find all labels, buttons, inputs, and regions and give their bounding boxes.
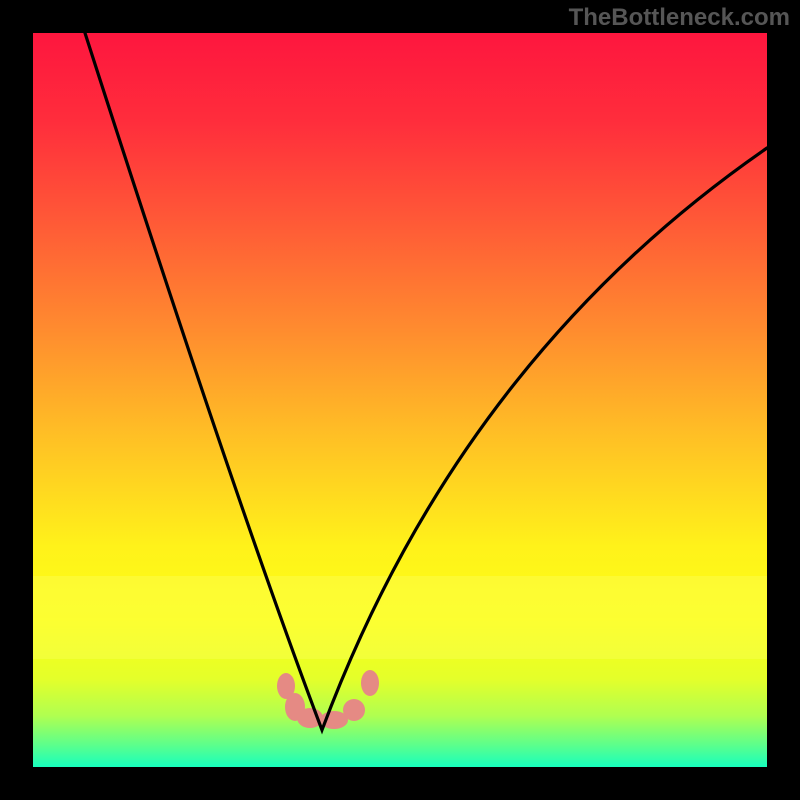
marker-point bbox=[361, 670, 379, 696]
bottleneck-chart bbox=[0, 0, 800, 800]
chart-frame: TheBottleneck.com bbox=[0, 0, 800, 800]
marker-point bbox=[343, 699, 365, 721]
tolerance-band bbox=[33, 576, 767, 659]
attribution-text: TheBottleneck.com bbox=[569, 4, 790, 32]
